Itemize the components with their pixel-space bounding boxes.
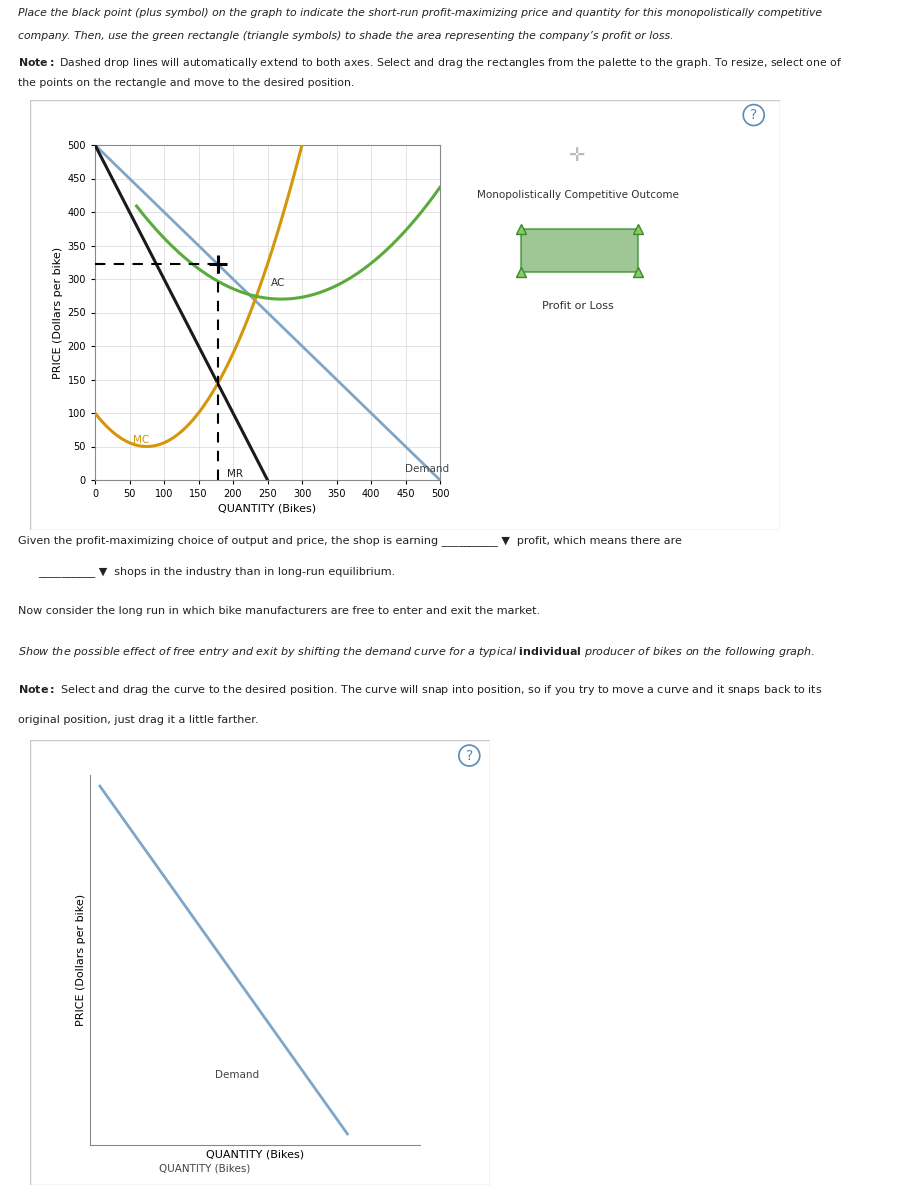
Text: Place the black point (plus symbol) on the graph to indicate the short-run profi: Place the black point (plus symbol) on t…	[18, 8, 822, 18]
Y-axis label: PRICE (Dollars per bike): PRICE (Dollars per bike)	[76, 894, 86, 1026]
X-axis label: QUANTITY (Bikes): QUANTITY (Bikes)	[206, 1150, 304, 1159]
FancyBboxPatch shape	[30, 100, 780, 530]
Text: —○—: —○—	[349, 901, 392, 917]
Text: Now consider the long run in which bike manufacturers are free to enter and exit: Now consider the long run in which bike …	[18, 606, 540, 617]
Text: $\bf{Note:}$ Dashed drop lines will automatically extend to both axes. Select an: $\bf{Note:}$ Dashed drop lines will auto…	[18, 55, 843, 70]
X-axis label: QUANTITY (Bikes): QUANTITY (Bikes)	[219, 503, 317, 514]
Text: MR: MR	[227, 469, 244, 479]
Y-axis label: PRICE (Dollars per bike): PRICE (Dollars per bike)	[54, 246, 63, 378]
FancyBboxPatch shape	[30, 740, 490, 1186]
Text: the points on the rectangle and move to the desired position.: the points on the rectangle and move to …	[18, 78, 354, 89]
Text: Given the profit-maximizing choice of output and price, the shop is earning ____: Given the profit-maximizing choice of ou…	[18, 535, 682, 546]
Text: Monopolistically Competitive Outcome: Monopolistically Competitive Outcome	[476, 190, 678, 199]
Text: ?: ?	[466, 749, 473, 762]
Text: company. Then, use the green rectangle (triangle symbols) to shade the area repr: company. Then, use the green rectangle (…	[18, 31, 674, 41]
Text: AC: AC	[271, 277, 285, 288]
Text: ?: ?	[750, 108, 758, 122]
Text: $\it{Show\ the\ possible\ effect\ of\ free\ entry\ and\ exit\ by\ shifting\ the\: $\it{Show\ the\ possible\ effect\ of\ fr…	[18, 646, 815, 659]
Text: __________ ▼  shops in the industry than in long-run equilibrium.: __________ ▼ shops in the industry than …	[18, 566, 395, 577]
Text: $\bf{Note:}$ Select and drag the curve to the desired position. The curve will s: $\bf{Note:}$ Select and drag the curve t…	[18, 683, 822, 697]
Text: MC: MC	[133, 436, 150, 445]
Text: original position, just drag it a little farther.: original position, just drag it a little…	[18, 715, 258, 725]
Text: Demand: Demand	[215, 1070, 259, 1080]
Text: Demand: Demand	[405, 464, 450, 474]
Text: Profit or Loss: Profit or Loss	[542, 301, 614, 311]
Text: Demand: Demand	[347, 944, 394, 954]
Text: QUANTITY (Bikes): QUANTITY (Bikes)	[159, 1164, 250, 1174]
Text: ✛: ✛	[569, 146, 586, 166]
